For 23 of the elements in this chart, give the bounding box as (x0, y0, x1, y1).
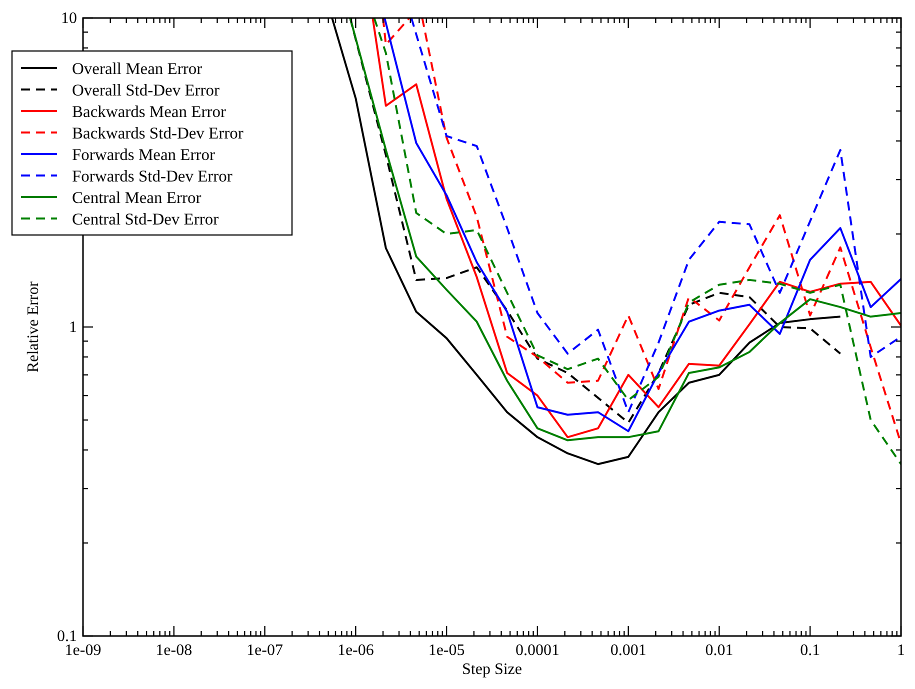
x-tick-label: 0.001 (610, 642, 646, 659)
y-tick-label: 10 (61, 10, 77, 27)
x-tick-label: 0.01 (705, 642, 734, 659)
legend-label: Forwards Std-Dev Error (72, 166, 233, 186)
x-tick-label: 1 (897, 642, 905, 659)
y-axis-title: Relative Error (25, 280, 42, 373)
y-tick-label: 1 (69, 319, 77, 336)
x-tick-label: 1e-09 (64, 642, 102, 659)
legend-label: Backwards Mean Error (72, 102, 226, 121)
x-tick-label: 0.0001 (515, 642, 560, 659)
x-tick-label: 1e-06 (337, 642, 374, 659)
legend-label: Overall Std-Dev Error (72, 80, 220, 100)
x-tick-label: 1e-08 (156, 642, 192, 659)
x-axis-title: Step Size (462, 661, 522, 678)
legend-label: Central Std-Dev Error (72, 210, 220, 228)
legend-label: Backwards Std-Dev Error (72, 124, 244, 142)
legend-label: Overall Mean Error (72, 59, 203, 78)
x-tick-label: 0.1 (800, 642, 820, 659)
y-tick-label: 0.1 (57, 628, 77, 645)
x-tick-label: 1e-07 (246, 642, 283, 659)
x-tick-label: 1e-05 (428, 642, 465, 659)
legend-label: Central Mean Error (72, 188, 202, 207)
legend-label: Forwards Mean Error (72, 145, 216, 164)
